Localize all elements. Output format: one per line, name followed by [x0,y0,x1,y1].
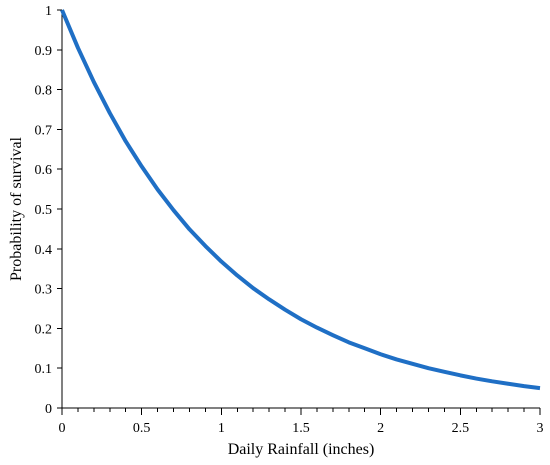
y-tick-label: 0.8 [35,84,53,99]
y-tick-label: 0.3 [35,283,53,298]
series-line [60,9,541,391]
y-tick-label: 0.1 [35,362,53,377]
y-tick-label: 0.6 [35,163,53,178]
y-tick-label: 0.5 [35,203,53,218]
y-axis-title: Probability of survival [8,136,25,281]
x-tick-label: 1.5 [292,421,310,436]
x-axis-title: Daily Rainfall (inches) [228,441,375,458]
y-tick-label: 1 [45,4,52,19]
x-tick-label: 0.5 [133,421,151,436]
y-tick-label: 0.7 [35,123,53,138]
x-tick-label: 3 [537,421,544,436]
x-tick-label: 2 [377,421,384,436]
y-tick-label: 0.9 [35,44,53,59]
x-tick-label: 1 [218,421,225,436]
x-tick-label: 2.5 [452,421,470,436]
y-tick-label: 0.4 [35,243,53,258]
y-tick-label: 0.2 [35,322,53,337]
y-tick-label: 0 [45,402,52,417]
x-tick-label: 0 [59,421,66,436]
series-group [60,9,541,391]
x-axis: 0 0.5 1 1.5 2 2.5 3 [59,407,544,436]
y-axis: 0 0.1 0.2 0.3 0.4 0.5 0.6 0.7 0.8 0.9 1 [35,4,63,417]
